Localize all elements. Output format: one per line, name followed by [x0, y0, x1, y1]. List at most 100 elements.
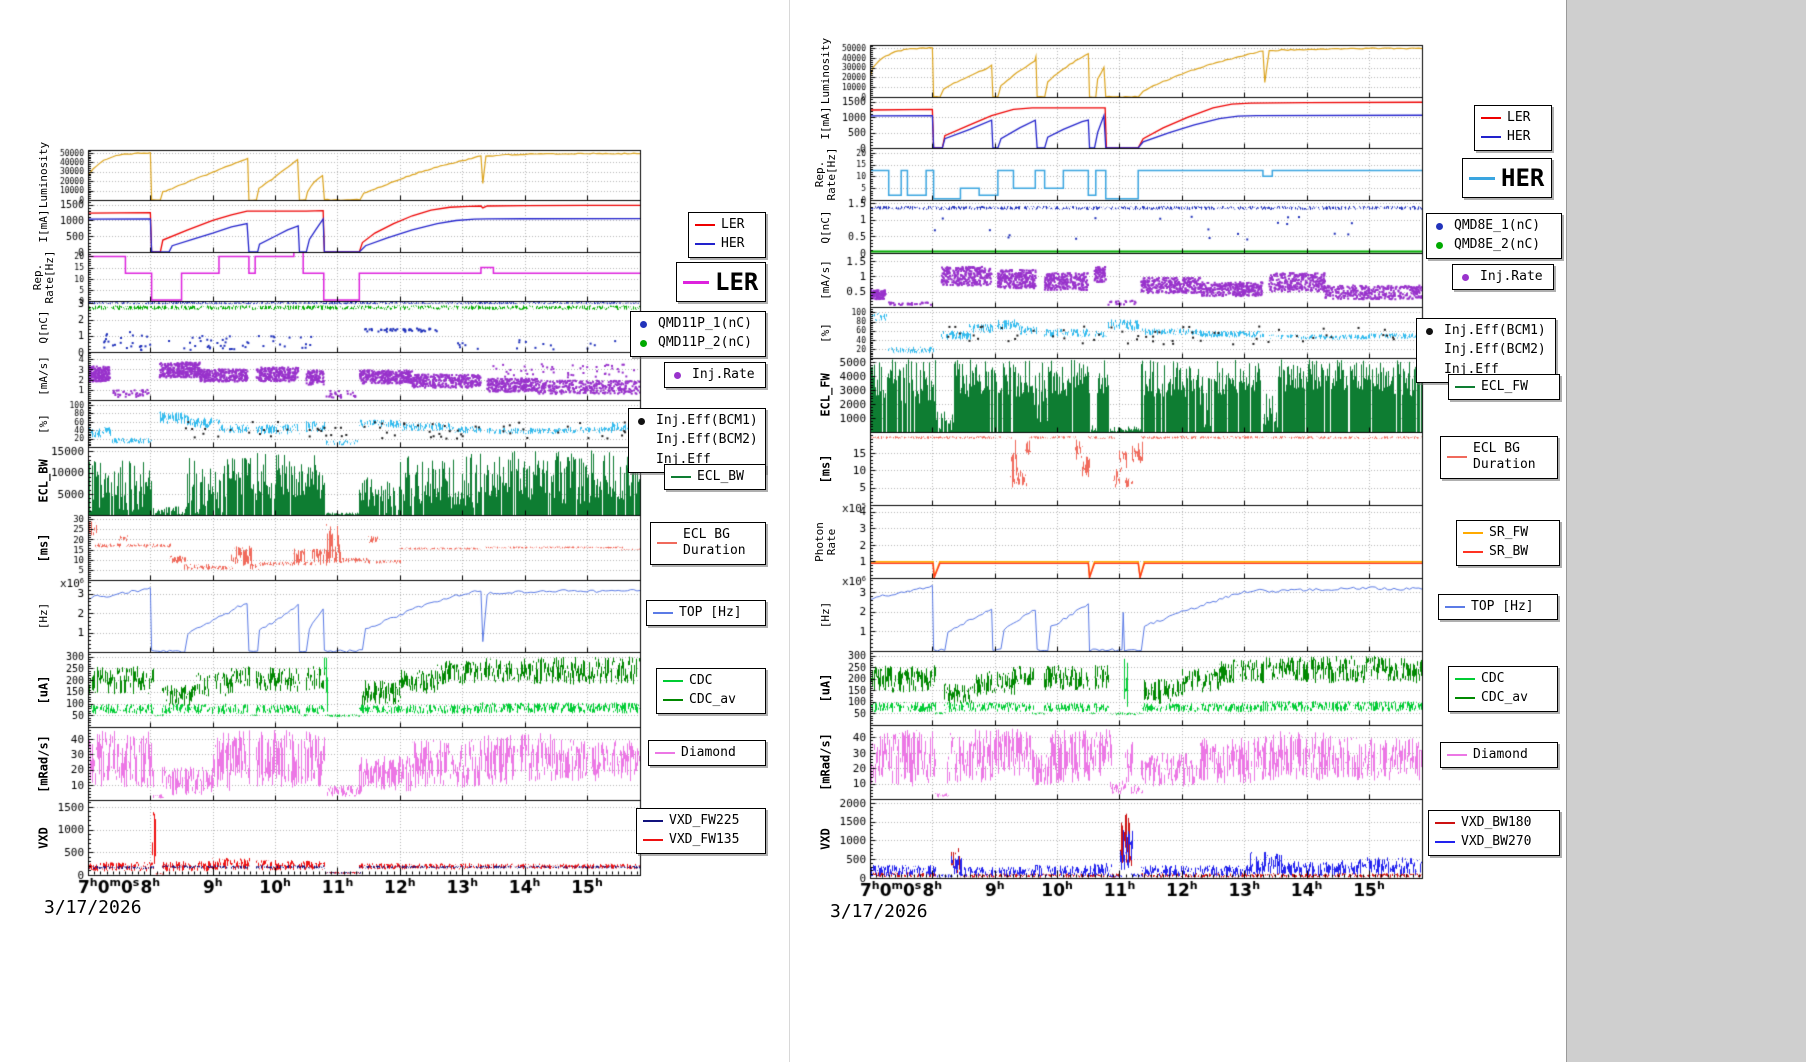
panel-divider [789, 0, 790, 1062]
legend-top-hz: TOP [Hz] [1438, 594, 1558, 621]
legend-label: TOP [Hz] [1471, 599, 1534, 614]
legend-label: QMD11P_2(nC) [658, 335, 752, 351]
line-swatch-icon [1455, 678, 1475, 681]
dot-swatch-icon [1462, 273, 1469, 281]
legend-item: LER [1481, 110, 1545, 126]
line-swatch-icon [1455, 386, 1475, 389]
legend-qmd8e-1-nc: QMD8E_1(nC) QMD8E_2(nC) [1426, 213, 1562, 259]
line-swatch-icon [1447, 456, 1467, 459]
legend-ler: LER HER [688, 212, 766, 258]
legend-label: ECL BG Duration [1473, 441, 1536, 473]
legend-top-hz: TOP [Hz] [646, 600, 766, 627]
legend-item: Inj.Eff(BCM2) [635, 432, 759, 448]
legend-item: VXD_BW180 [1435, 815, 1553, 831]
legend-label: CDC [689, 673, 713, 688]
legend-item: VXD_BW270 [1435, 834, 1553, 850]
window-gutter [1566, 0, 1806, 1062]
legend-vxd-fw225: VXD_FW225 VXD_FW135 [636, 808, 766, 854]
legend-her: HER [1462, 158, 1552, 198]
legend-cdc: CDC CDC_av [656, 668, 766, 714]
legend-item: Inj.Rate [1459, 269, 1547, 285]
legend-label: Inj.Rate [692, 367, 755, 382]
line-swatch-icon [1455, 697, 1475, 700]
legend-item: Inj.Eff(BCM2) [1423, 342, 1549, 358]
legend-qmd11p-1-nc: QMD11P_1(nC) QMD11P_2(nC) [630, 311, 766, 357]
legend-label: VXD_FW225 [669, 813, 740, 828]
legend-inj-eff-bcm1: Inj.Eff(BCM1) Inj.Eff(BCM2) Inj.Eff [628, 408, 766, 473]
dot-swatch-icon [1436, 241, 1443, 249]
dot-swatch-icon [674, 371, 681, 379]
legend-inj-rate: Inj.Rate [1452, 264, 1554, 291]
legend-label: CDC_av [1481, 690, 1528, 706]
legend-label: TOP [Hz] [679, 605, 742, 620]
legend-label: ECL_BW [697, 469, 744, 484]
legend-item: Inj.Rate [671, 367, 759, 383]
legend-label: Inj.Eff(BCM1) [656, 413, 758, 428]
line-swatch-icon [695, 224, 715, 227]
legend-item: LER [683, 267, 759, 297]
line-swatch-icon [643, 839, 663, 842]
legend-label: VXD_FW135 [669, 832, 740, 848]
dot-swatch-icon [640, 320, 647, 328]
legend-item: Diamond [655, 745, 759, 761]
legend-label: LER [721, 217, 745, 232]
legend-item: TOP [Hz] [1445, 599, 1551, 615]
legend-label: VXD_BW180 [1461, 815, 1532, 830]
line-swatch-icon [1469, 176, 1495, 180]
legend-label: QMD11P_1(nC) [658, 316, 752, 331]
legend-item: CDC_av [1455, 690, 1551, 706]
legend-label: Diamond [681, 745, 736, 760]
line-swatch-icon [1447, 754, 1467, 757]
legend-label: ECL_FW [1481, 379, 1528, 394]
legend-label: Inj.Rate [1480, 269, 1543, 284]
legend-item: QMD11P_2(nC) [637, 335, 759, 351]
legend-ecl-fw: ECL_FW [1448, 374, 1560, 401]
line-swatch-icon [1463, 551, 1483, 554]
line-swatch-icon [655, 752, 675, 755]
legend-item: QMD8E_1(nC) [1433, 218, 1555, 234]
legend-item: HER [1481, 129, 1545, 145]
legend-diamond: Diamond [648, 740, 766, 767]
legend-item: ECL BG Duration [657, 527, 759, 560]
legend-item: VXD_FW225 [643, 813, 759, 829]
line-swatch-icon [1435, 822, 1455, 825]
legend-label: SR_BW [1489, 544, 1529, 560]
legend-item: CDC_av [663, 692, 759, 708]
legend-item: Inj.Eff [635, 452, 759, 468]
legend-ecl-bg-duration: ECL BG Duration [650, 522, 766, 565]
line-swatch-icon [1481, 136, 1501, 139]
line-swatch-icon [683, 280, 709, 284]
line-swatch-icon [657, 542, 677, 545]
legend-item: CDC [663, 673, 759, 689]
line-swatch-icon [1463, 532, 1483, 535]
legend-label: CDC [1481, 671, 1505, 686]
legend-item: SR_BW [1463, 544, 1553, 560]
legend-label: SR_FW [1489, 525, 1529, 540]
legend-item: HER [1469, 163, 1545, 193]
dot-swatch-icon [640, 339, 647, 347]
legend-label: LER [1507, 110, 1531, 125]
dot-swatch-icon [1426, 327, 1433, 335]
legend-cdc: CDC CDC_av [1448, 666, 1558, 712]
legend-diamond: Diamond [1440, 742, 1558, 769]
line-swatch-icon [695, 243, 715, 246]
legend-label: Diamond [1473, 747, 1528, 762]
legend-item: ECL BG Duration [1447, 441, 1551, 474]
legend-label: HER [1501, 164, 1545, 192]
legend-item: QMD11P_1(nC) [637, 316, 759, 332]
date-label-left: 3/17/2026 [44, 897, 142, 918]
legend-label: QMD8E_2(nC) [1454, 237, 1541, 253]
line-swatch-icon [1481, 117, 1501, 120]
legend-ler: LER HER [1474, 105, 1552, 151]
line-swatch-icon [671, 476, 691, 479]
legend-label: HER [1507, 129, 1531, 145]
legend-item: Diamond [1447, 747, 1551, 763]
legend-label: Inj.Eff(BCM2) [656, 432, 758, 448]
legend-item: Inj.Eff [1423, 362, 1549, 378]
legend-item: Inj.Eff(BCM1) [635, 413, 759, 429]
legend-item: VXD_FW135 [643, 832, 759, 848]
legend-label: ECL BG Duration [683, 527, 746, 559]
legend-label: HER [721, 236, 745, 252]
legend-label: VXD_BW270 [1461, 834, 1532, 850]
line-swatch-icon [663, 680, 683, 683]
